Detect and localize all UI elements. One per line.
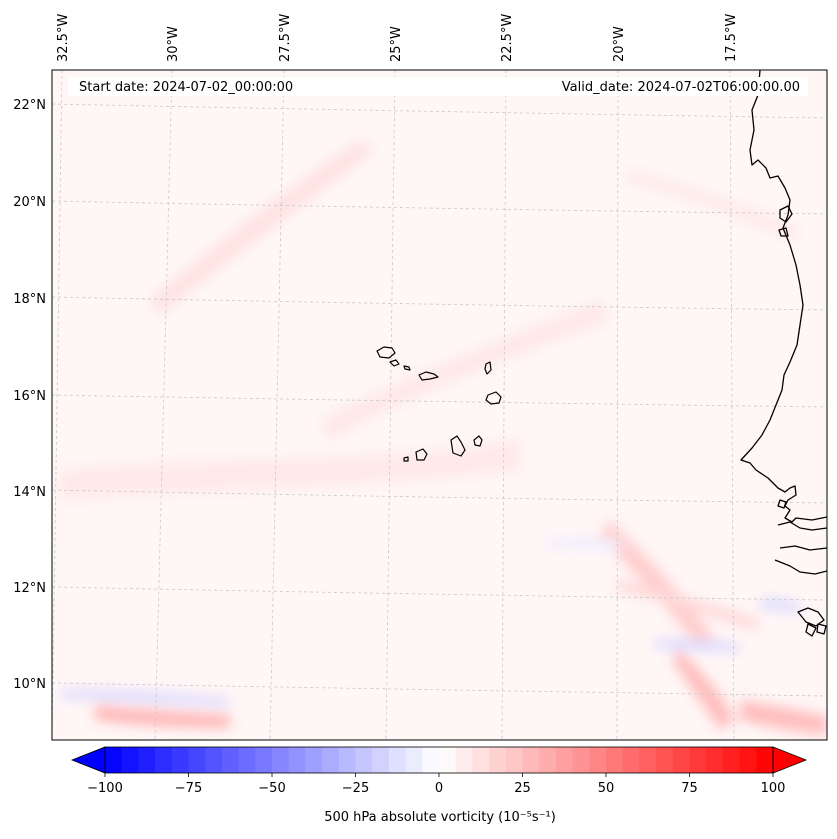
colorbar-swatch [205,747,223,773]
colorbar-swatch [355,747,373,773]
colorbar-swatch [288,747,306,773]
colorbar-high-extend [772,746,808,774]
colorbar-swatch [138,747,156,773]
colorbar-swatch [555,747,574,773]
lat-label-12n: 12°N [13,581,46,596]
colorbar-swatch [388,747,407,773]
colorbar-swatch [606,747,624,773]
colorbar-swatch [505,747,524,773]
colorbar-swatch [155,747,173,773]
colorbar-swatch [756,747,774,773]
lon-label-22-5w: 22.5°W [500,14,515,62]
lat-label-20n: 20°N [13,195,46,210]
colorbar-ticks: −100 −75 −50 −25 0 25 50 75 100 [87,773,785,796]
map-panel: Start date: 2024-07-02_00:00:00 Valid_da… [51,69,828,741]
colorbar-swatch [656,747,674,773]
colorbar-swatch [672,747,691,773]
colorbar-swatch [722,747,741,773]
colorbar-swatch [739,747,757,773]
colorbar-swatch [572,747,590,773]
colorbar-swatch [405,747,423,773]
colorbar-tick-label: −100 [87,781,123,796]
map-frame [51,69,828,741]
colorbar-tick-label: 100 [761,781,786,796]
colorbar-tick-label: −25 [342,781,369,796]
colorbar-swatch [706,747,724,773]
colorbar: −100 −75 −50 −25 0 25 50 75 100 500 hPa absolute… [70,746,808,825]
colorbar-tick-label: 75 [681,781,698,796]
colorbar-swatch [639,747,657,773]
colorbar-tick-label: 50 [598,781,615,796]
lat-label-14n: 14°N [13,485,46,500]
lon-label-17-5w: 17.5°W [724,14,739,62]
header-box [68,77,808,96]
cape-verde-islands [376,346,502,462]
colorbar-swatches [105,747,774,773]
colorbar-swatch [338,747,357,773]
colorbar-tick-label: −50 [258,781,285,796]
colorbar-swatch [372,747,390,773]
colorbar-swatch [539,747,557,773]
colorbar-label: 500 hPa absolute vorticity (10⁻⁵s⁻¹) [324,810,556,825]
colorbar-swatch [522,747,540,773]
lat-label-16n: 16°N [13,389,46,404]
colorbar-tick-label: 25 [514,781,531,796]
valid-date-text: Valid_date: 2024-07-02T06:00:00.00 [562,80,800,95]
colorbar-swatch [422,747,440,773]
colorbar-tick-label: 0 [435,781,443,796]
lon-label-20w: 20°W [612,26,627,62]
colorbar-swatch [489,747,507,773]
colorbar-swatch [305,747,323,773]
colorbar-swatch [171,747,190,773]
lat-label-18n: 18°N [13,292,46,307]
colorbar-swatch [121,747,139,773]
colorbar-swatch [188,747,206,773]
lon-label-27-5w: 27.5°W [278,14,293,62]
lon-label-25w: 25°W [389,26,404,62]
colorbar-swatch [255,747,273,773]
colorbar-swatch [472,747,490,773]
colorbar-swatch [221,747,240,773]
colorbar-swatch [439,747,457,773]
colorbar-swatch [238,747,256,773]
vorticity-anomalies [60,140,827,735]
colorbar-tick-label: −75 [175,781,202,796]
lon-label-32-5w: 32.5°W [56,14,71,62]
coastline [740,70,827,637]
colorbar-swatch [322,747,340,773]
colorbar-swatch [455,747,473,773]
colorbar-low-extend [70,746,106,774]
lat-label-22n: 22°N [13,98,46,113]
colorbar-swatch [105,747,123,773]
graticule [52,70,827,740]
lat-label-10n: 10°N [13,677,46,692]
colorbar-swatch [622,747,640,773]
colorbar-swatch [272,747,290,773]
colorbar-swatch [589,747,607,773]
colorbar-swatch [689,747,707,773]
longitude-labels: 32.5°W 30°W 27.5°W 25°W 22.5°W 20°W 17.5… [56,14,739,62]
lon-label-30w: 30°W [166,26,181,62]
start-date-text: Start date: 2024-07-02_00:00:00 [79,80,293,95]
latitude-labels: 22°N 20°N 18°N 16°N 14°N 12°N 10°N [13,98,46,692]
